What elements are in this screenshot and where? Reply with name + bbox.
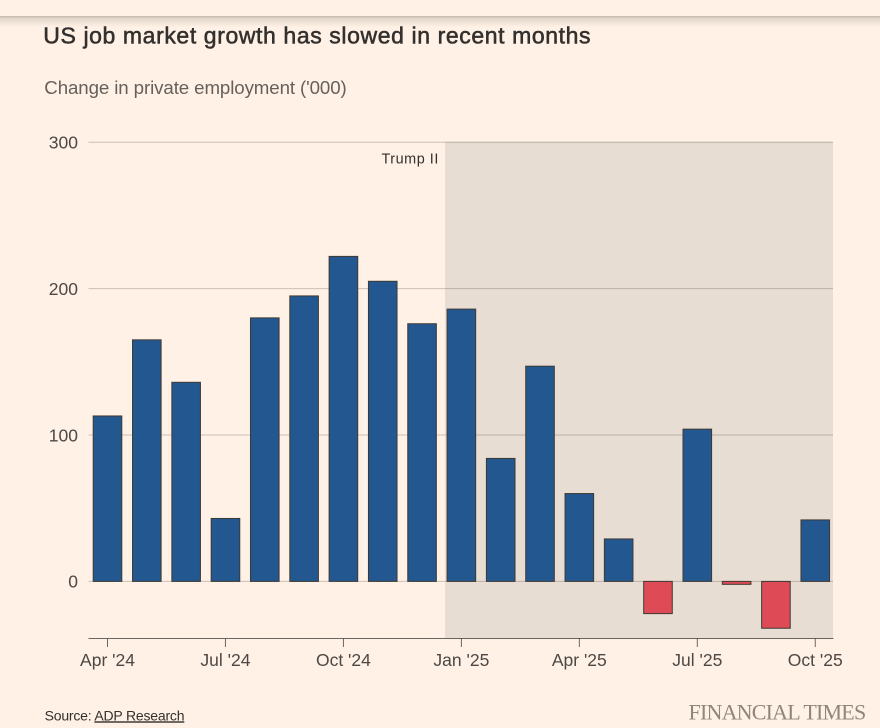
svg-text:Jul '24: Jul '24	[200, 650, 250, 670]
svg-text:Jan '25: Jan '25	[433, 650, 489, 670]
svg-text:300: 300	[49, 133, 78, 153]
svg-text:Oct '24: Oct '24	[316, 650, 371, 670]
svg-text:Oct '25: Oct '25	[788, 650, 843, 670]
svg-text:FINANCIAL TIMES: FINANCIAL TIMES	[689, 700, 866, 725]
svg-text:Apr '24: Apr '24	[80, 650, 135, 670]
svg-text:US job market growth has slowe: US job market growth has slowed in recen…	[43, 22, 591, 48]
svg-text:Trump II: Trump II	[381, 151, 438, 167]
svg-text:Jul '25: Jul '25	[672, 650, 722, 670]
svg-text:200: 200	[49, 279, 78, 299]
svg-text:0: 0	[68, 572, 78, 592]
svg-text:Change in private employment (: Change in private employment ('000)	[44, 77, 346, 98]
svg-text:100: 100	[49, 425, 78, 445]
svg-text:Source: ADP Research: Source: ADP Research	[45, 707, 185, 723]
svg-text:Apr '25: Apr '25	[552, 650, 607, 670]
